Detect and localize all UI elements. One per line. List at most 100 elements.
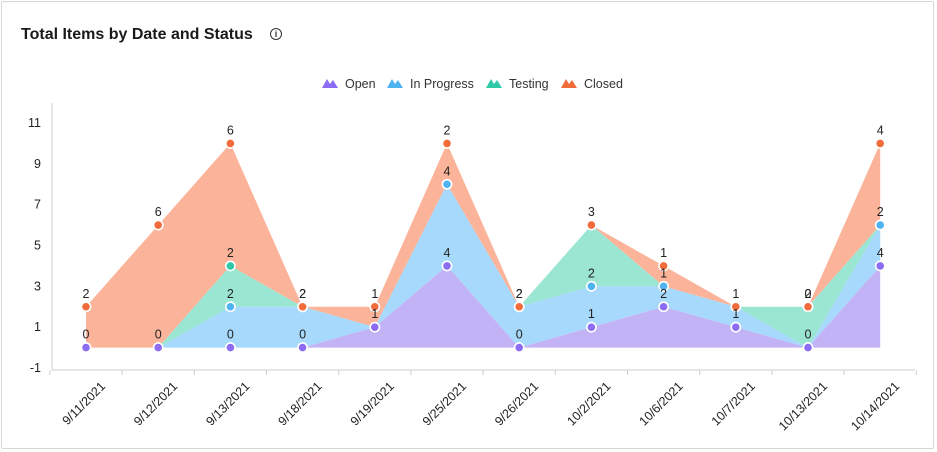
point-closed — [224, 138, 236, 149]
legend-item-testing: Testing — [486, 77, 549, 91]
x-tick-label: 10/2/2021 — [564, 379, 613, 428]
data-label-closed: 6 — [155, 205, 162, 219]
legend-marker-closed — [561, 79, 577, 88]
data-label-in-progress: 2 — [588, 266, 595, 280]
point-closed — [730, 301, 742, 313]
legend-marker-in-progress — [387, 79, 403, 88]
point-in-progress — [224, 301, 236, 313]
area-open — [86, 265, 881, 348]
point-open — [80, 342, 92, 353]
point-closed — [152, 219, 164, 231]
data-label-closed: 2 — [299, 287, 306, 301]
x-tick-label: 9/25/2021 — [420, 379, 469, 428]
point-closed — [369, 301, 381, 313]
legend-marker-testing — [486, 79, 502, 88]
x-tick-label: 10/6/2021 — [637, 379, 686, 428]
point-open — [513, 342, 525, 353]
point-open — [586, 321, 597, 333]
legend-marker-open — [322, 79, 338, 88]
point-testing — [224, 260, 236, 272]
point-open — [297, 342, 308, 353]
point-closed — [297, 301, 308, 313]
data-label-open: 0 — [805, 328, 812, 342]
data-label-open: 2 — [660, 287, 667, 301]
info-icon[interactable]: i — [270, 28, 282, 40]
point-open — [152, 342, 164, 353]
y-tick-label: 1 — [34, 320, 41, 334]
chart-areas — [86, 143, 881, 348]
point-in-progress — [658, 280, 669, 292]
data-label-closed: 1 — [732, 287, 739, 301]
point-open — [441, 260, 453, 272]
data-label-testing: 0 — [805, 287, 812, 301]
chart-points — [80, 138, 886, 353]
data-label-in-progress: 2 — [877, 205, 884, 219]
point-open — [224, 342, 236, 353]
chart-legend: Open In Progress Testing Closed — [322, 77, 623, 91]
point-closed — [874, 138, 886, 149]
data-label-open: 0 — [516, 328, 523, 342]
data-label-in-progress: 2 — [516, 287, 523, 301]
data-label-open: 1 — [371, 307, 378, 321]
data-label-open: 0 — [299, 328, 306, 342]
y-tick-label: 5 — [34, 239, 41, 253]
data-label-in-progress: 1 — [660, 266, 667, 280]
point-closed — [586, 219, 597, 231]
data-label-open: 0 — [155, 328, 162, 342]
point-in-progress — [874, 219, 886, 231]
x-tick-label: 9/13/2021 — [203, 379, 252, 428]
point-closed — [441, 138, 453, 149]
y-tick-label: -1 — [30, 361, 41, 375]
x-tick-label: 9/26/2021 — [492, 379, 541, 428]
legend-label-open: Open — [345, 77, 376, 91]
legend-item-closed: Closed — [561, 77, 623, 91]
x-tick-label: 9/18/2021 — [276, 379, 325, 428]
legend-item-open: Open — [322, 77, 376, 91]
legend-label-testing: Testing — [509, 77, 549, 91]
point-in-progress — [586, 280, 597, 292]
data-label-closed: 2 — [83, 287, 90, 301]
x-tick-label: 9/12/2021 — [131, 379, 180, 428]
y-tick-label: 7 — [34, 198, 41, 212]
point-open — [730, 321, 742, 333]
chart-title: Total Items by Date and Status — [21, 26, 253, 43]
x-tick-label: 10/13/2021 — [776, 379, 830, 433]
data-label-testing: 2 — [227, 246, 234, 260]
data-label-closed: 2 — [444, 123, 451, 137]
area-in-progress — [86, 184, 881, 348]
data-label-closed: 1 — [371, 287, 378, 301]
point-closed — [658, 260, 669, 272]
data-label-open: 4 — [444, 246, 451, 260]
data-label-open: 0 — [83, 328, 90, 342]
point-open — [658, 301, 669, 313]
point-closed — [802, 301, 814, 313]
point-closed — [513, 301, 525, 313]
x-tick-label: 9/19/2021 — [348, 379, 397, 428]
data-label-closed: 4 — [877, 123, 884, 137]
data-label-closed: 6 — [227, 123, 234, 137]
data-label-open: 0 — [227, 328, 234, 342]
data-label-open: 1 — [732, 307, 739, 321]
point-open — [874, 260, 886, 272]
legend-label-in-progress: In Progress — [410, 77, 474, 91]
data-label-closed: 1 — [660, 246, 667, 260]
point-closed — [80, 301, 92, 313]
y-tick-label: 3 — [34, 279, 41, 293]
legend-label-closed: Closed — [584, 77, 623, 91]
data-label-open: 1 — [588, 307, 595, 321]
data-label-open: 4 — [877, 246, 884, 260]
y-tick-label: 11 — [28, 116, 41, 130]
point-open — [802, 342, 814, 353]
data-label-in-progress: 2 — [227, 287, 234, 301]
data-label-closed: 2 — [805, 287, 812, 301]
x-tick-label: 9/11/2021 — [60, 379, 109, 428]
x-tick-label: 10/7/2021 — [709, 379, 758, 428]
data-label-in-progress: 4 — [444, 164, 451, 178]
y-tick-label: 9 — [34, 157, 41, 171]
data-label-closed: 2 — [516, 287, 523, 301]
x-tick-label: 10/14/2021 — [848, 379, 902, 433]
data-label-in-progress: 2 — [299, 287, 306, 301]
legend-item-in-progress: In Progress — [387, 77, 474, 91]
